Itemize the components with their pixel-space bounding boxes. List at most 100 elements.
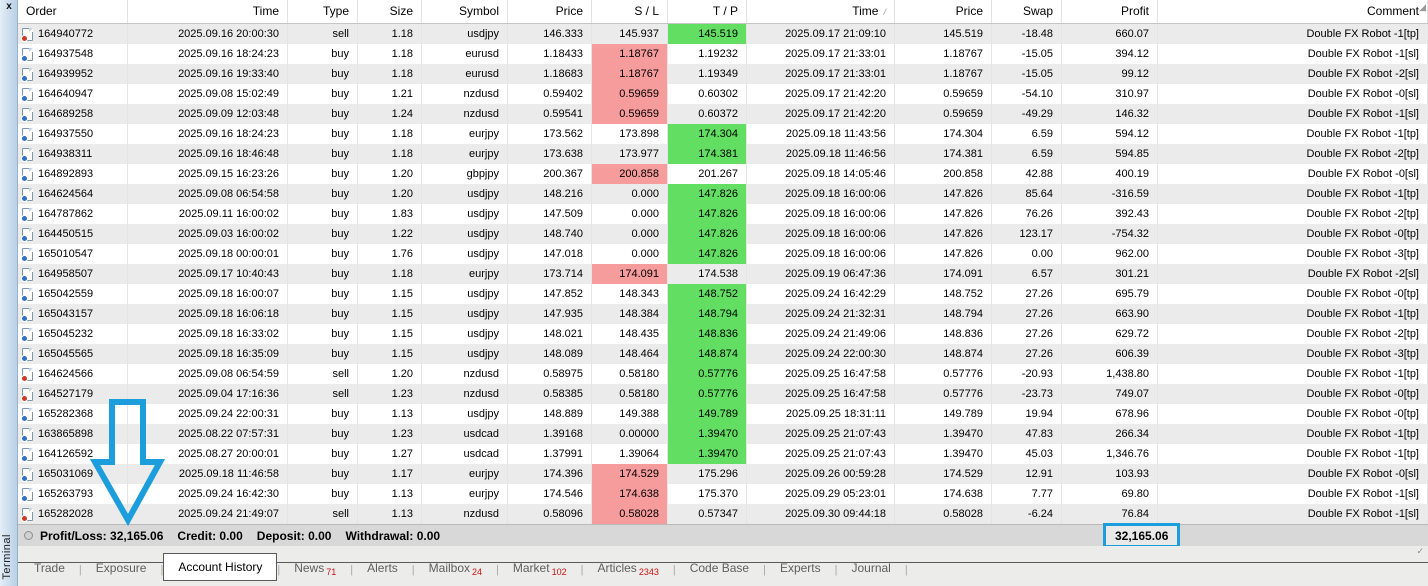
table-row[interactable]: 164624564 2025.09.08 06:54:58 buy 1.20 usdjp… (18, 184, 1428, 204)
column-header-open_price[interactable]: Price (508, 0, 592, 23)
cell-open-price: 0.59402 (508, 84, 592, 104)
tab-trade[interactable]: Trade (20, 557, 79, 581)
table-row[interactable]: 165042559 2025.09.18 16:00:07 buy 1.15 usdjp… (18, 284, 1428, 304)
table-row[interactable]: 164938311 2025.09.16 18:46:48 buy 1.18 eurjp… (18, 144, 1428, 164)
order-number: 164939952 (38, 68, 94, 80)
cell-close-time: 2025.09.26 00:59:28 (747, 464, 895, 484)
table-row[interactable]: 164937548 2025.09.16 18:24:23 buy 1.18 eurus… (18, 44, 1428, 64)
order-type-dot (21, 374, 28, 382)
table-row[interactable]: 164126592 2025.08.27 20:00:01 buy 1.27 usdca… (18, 444, 1428, 464)
close-icon[interactable]: x (6, 1, 12, 12)
table-row[interactable]: 164937550 2025.09.16 18:24:23 buy 1.18 eurjp… (18, 124, 1428, 144)
table-row[interactable]: 164640947 2025.09.08 15:02:49 buy 1.21 nzdus… (18, 84, 1428, 104)
tab-experts[interactable]: Experts (766, 557, 835, 581)
tab-articles[interactable]: Articles 2343 (583, 557, 672, 581)
column-header-tp[interactable]: T / P (668, 0, 747, 23)
order-number: 164126592 (38, 448, 94, 460)
cell-comment: Double FX Robot -2[tp] (1158, 204, 1428, 224)
table-row[interactable]: 165282028 2025.09.24 21:49:07 sell 1.13 nzdu… (18, 504, 1428, 524)
column-header-open_time[interactable]: Time (128, 0, 288, 23)
table-row[interactable]: 165031069 2025.09.18 11:46:58 buy 1.17 eurjp… (18, 464, 1428, 484)
column-header-profit[interactable]: Profit (1062, 0, 1158, 23)
cell-symbol: usdjpy (422, 24, 508, 44)
cell-order: 164640947 (18, 84, 128, 104)
cell-symbol: usdjpy (422, 284, 508, 304)
cell-swap: 27.26 (992, 344, 1062, 364)
column-header-comment[interactable]: Comment (1158, 0, 1428, 23)
tab-code-base[interactable]: Code Base (676, 557, 763, 581)
table-row[interactable]: 165045232 2025.09.18 16:33:02 buy 1.15 usdjp… (18, 324, 1428, 344)
cell-symbol: usdjpy (422, 404, 508, 424)
cell-comment: Double FX Robot -0[tp] (1158, 404, 1428, 424)
cell-close-price: 174.091 (895, 264, 992, 284)
cell-open-price: 174.546 (508, 484, 592, 504)
tab-account-history[interactable]: Account History (163, 553, 278, 581)
cell-comment: Double FX Robot -1[tp] (1158, 184, 1428, 204)
cell-order: 165282028 (18, 504, 128, 524)
order-number: 164624564 (38, 188, 94, 200)
cell-comment: Double FX Robot -0[sl] (1158, 164, 1428, 184)
terminal-panel-label: Terminal (1, 534, 13, 580)
tab-journal[interactable]: Journal (837, 557, 904, 581)
tab-exposure[interactable]: Exposure (82, 557, 161, 581)
cell-sl: 148.464 (592, 344, 668, 364)
cell-close-time: 2025.09.18 14:05:46 (747, 164, 895, 184)
cell-swap: 12.91 (992, 464, 1062, 484)
cell-open-price: 1.18433 (508, 44, 592, 64)
table-row[interactable]: 163865898 2025.08.22 07:57:31 buy 1.23 usdca… (18, 424, 1428, 444)
cell-close-price: 148.752 (895, 284, 992, 304)
column-header-order[interactable]: Order (18, 0, 128, 23)
column-header-size[interactable]: Size (358, 0, 422, 23)
cell-comment: Double FX Robot -1[sl] (1158, 104, 1428, 124)
column-header-close_price[interactable]: Price (895, 0, 992, 23)
terminal-tabs: Trade | Exposure | Account History | News 71 | Al… (20, 551, 908, 581)
table-row[interactable]: 164940772 2025.09.16 20:00:30 sell 1.18 usdj… (18, 24, 1428, 44)
tab-news[interactable]: News 71 (280, 557, 350, 581)
table-row[interactable]: 165010547 2025.09.18 00:00:01 buy 1.76 usdjp… (18, 244, 1428, 264)
order-number: 164938311 (38, 148, 93, 160)
order-sell-icon (21, 387, 33, 402)
cell-type: buy (288, 44, 358, 64)
cell-profit: 146.32 (1062, 104, 1158, 124)
column-header-type[interactable]: Type (288, 0, 358, 23)
cell-type: sell (288, 24, 358, 44)
order-number: 164937550 (38, 128, 94, 140)
cell-size: 1.18 (358, 24, 422, 44)
column-header-sl[interactable]: S / L (592, 0, 668, 23)
cell-order: 164624564 (18, 184, 128, 204)
cell-tp: 174.304 (668, 124, 747, 144)
table-row[interactable]: 165043157 2025.09.18 16:06:18 buy 1.15 usdjp… (18, 304, 1428, 324)
order-buy-icon (21, 127, 33, 142)
order-number: 165263793 (38, 488, 94, 500)
tab-market[interactable]: Market 102 (499, 557, 581, 581)
table-row[interactable]: 164939952 2025.09.16 19:33:40 buy 1.18 eurus… (18, 64, 1428, 84)
cell-profit: 392.43 (1062, 204, 1158, 224)
table-row[interactable]: 164450515 2025.09.03 16:00:02 buy 1.22 usdjp… (18, 224, 1428, 244)
tab-label: News (294, 561, 325, 575)
column-header-symbol[interactable]: Symbol (422, 0, 508, 23)
table-row[interactable]: 165045565 2025.09.18 16:35:09 buy 1.15 usdjp… (18, 344, 1428, 364)
cell-sl: 148.384 (592, 304, 668, 324)
table-row[interactable]: 165263793 2025.09.24 16:42:30 buy 1.13 eurjp… (18, 484, 1428, 504)
tab-alerts[interactable]: Alerts (353, 557, 412, 581)
table-row[interactable]: 164624566 2025.09.08 06:54:59 sell 1.20 nzdu… (18, 364, 1428, 384)
cell-size: 1.20 (358, 184, 422, 204)
tab-separator: | (580, 564, 584, 576)
table-row[interactable]: 164892893 2025.09.15 16:23:26 buy 1.20 gbpjp… (18, 164, 1428, 184)
table-row[interactable]: 164689258 2025.09.09 12:03:48 buy 1.24 nzdus… (18, 104, 1428, 124)
table-row[interactable]: 164787862 2025.09.11 16:00:02 buy 1.83 usdjp… (18, 204, 1428, 224)
column-header-close_time[interactable]: Time / (747, 0, 895, 23)
tab-mailbox[interactable]: Mailbox 24 (415, 557, 496, 581)
order-number: 165042559 (38, 288, 94, 300)
table-row[interactable]: 164958507 2025.09.17 10:40:43 buy 1.18 eurjp… (18, 264, 1428, 284)
cell-close-price: 147.826 (895, 184, 992, 204)
table-row[interactable]: 165282368 2025.09.24 22:00:31 buy 1.13 usdjp… (18, 404, 1428, 424)
order-type-dot (21, 154, 28, 162)
cell-profit: 1,438.80 (1062, 364, 1158, 384)
table-row[interactable]: 164527179 2025.09.04 17:16:36 sell 1.23 nzdu… (18, 384, 1428, 404)
cell-close-time: 2025.09.18 16:00:06 (747, 224, 895, 244)
cell-open-time: 2025.09.09 12:03:48 (128, 104, 288, 124)
column-header-swap[interactable]: Swap (992, 0, 1062, 23)
cell-size: 1.15 (358, 344, 422, 364)
